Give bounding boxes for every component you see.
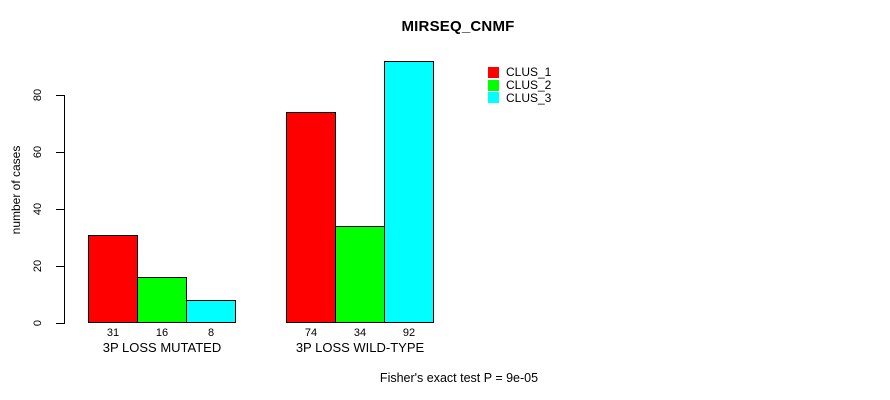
legend-swatch-clus-1 — [488, 66, 499, 78]
y-tick-label: 40 — [32, 202, 44, 216]
y-axis-line — [64, 95, 65, 324]
bar-clus-3 — [384, 60, 434, 323]
bar-clus-3 — [186, 300, 236, 323]
legend-item: CLUS_2 — [488, 79, 551, 92]
bar-value-label: 31 — [106, 327, 120, 339]
bar-clus-2 — [335, 226, 385, 323]
bar-value-label: 92 — [402, 327, 416, 339]
y-tick-label: 0 — [32, 319, 44, 327]
bar-value-label: 16 — [155, 327, 169, 339]
bar-value-label: 74 — [304, 327, 318, 339]
legend-item: CLUS_3 — [488, 92, 551, 105]
legend-swatch-clus-2 — [488, 79, 499, 91]
bar-clus-1 — [88, 234, 138, 323]
y-tick-label: 20 — [32, 259, 44, 273]
legend: CLUS_1 CLUS_2 CLUS_3 — [488, 66, 551, 104]
y-axis-label: number of cases — [9, 145, 23, 235]
stat-test-note: Fisher's exact test P = 9e-05 — [379, 371, 539, 385]
y-tick — [56, 323, 64, 324]
legend-label: CLUS_1 — [506, 65, 552, 80]
y-tick — [56, 209, 64, 210]
bar-clus-2 — [137, 277, 187, 323]
y-tick-label: 80 — [32, 88, 44, 102]
bar-value-label: 8 — [207, 327, 215, 339]
y-tick — [56, 152, 64, 153]
category-label: 3P LOSS MUTATED — [102, 340, 222, 355]
chart-title: MIRSEQ_CNMF — [401, 18, 515, 35]
category-label: 3P LOSS WILD-TYPE — [295, 340, 425, 355]
y-tick — [56, 266, 64, 267]
legend-item: CLUS_1 — [488, 66, 551, 79]
y-tick — [56, 95, 64, 96]
legend-label: CLUS_2 — [506, 78, 552, 93]
legend-label: CLUS_3 — [506, 90, 552, 105]
legend-swatch-clus-3 — [488, 92, 499, 104]
y-tick-label: 60 — [32, 145, 44, 159]
bar-value-label: 34 — [353, 327, 367, 339]
bar-clus-1 — [286, 112, 336, 323]
